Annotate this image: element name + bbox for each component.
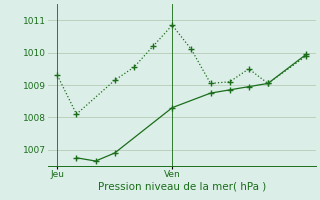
X-axis label: Pression niveau de la mer( hPa ): Pression niveau de la mer( hPa ): [98, 182, 266, 192]
